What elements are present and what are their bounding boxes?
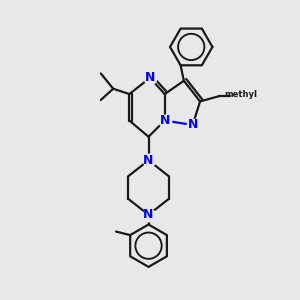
Text: N: N [188,118,198,131]
Text: N: N [160,114,170,127]
Text: N: N [143,154,154,167]
Text: N: N [143,208,154,221]
Text: methyl: methyl [224,90,257,99]
Text: N: N [145,71,155,84]
